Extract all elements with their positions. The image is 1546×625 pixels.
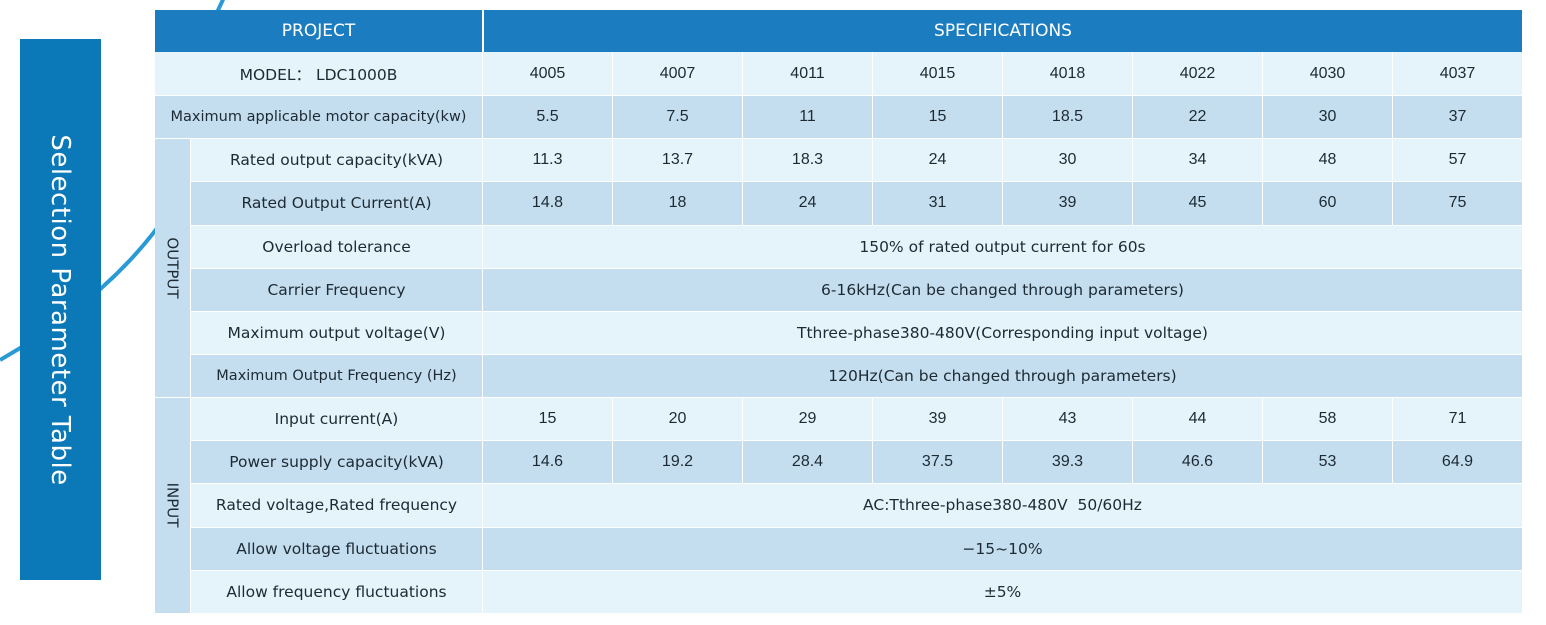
power-supply-capacity-cell: 14.6 — [482, 440, 612, 484]
model-cell: 4022 — [1132, 52, 1262, 96]
max-output-frequency-label: Maximum Output Frequency (Hz) — [190, 353, 482, 398]
model-cell: 4015 — [872, 52, 1002, 96]
input-current-cell: 15 — [482, 397, 612, 441]
power-supply-capacity-cell: 46.6 — [1132, 440, 1262, 484]
rated-output-current-cell: 60 — [1262, 181, 1392, 225]
rated-output-capacity-cell: 34 — [1132, 138, 1262, 182]
parameter-table: PROJECT SPECIFICATIONS MODEL： LDC1000B 4… — [155, 10, 1522, 613]
carrier-frequency-value: 6-16kHz(Can be changed through parameter… — [482, 267, 1522, 311]
rated-output-current-label: Rated Output Current(A) — [190, 181, 482, 225]
motor-capacity-cell: 37 — [1392, 95, 1522, 139]
motor-capacity-cell: 15 — [872, 95, 1002, 139]
max-output-frequency-value: 120Hz(Can be changed through parameters) — [482, 353, 1522, 398]
input-current-cell: 39 — [872, 397, 1002, 441]
input-section-text: INPUT — [163, 483, 182, 528]
rated-output-current-cell: 45 — [1132, 181, 1262, 225]
input-current-cell: 44 — [1132, 397, 1262, 441]
frequency-fluctuation-value: ±5% — [482, 569, 1522, 613]
model-label: MODEL： LDC1000B — [155, 52, 482, 96]
motor-capacity-label: Maximum applicable motor capacity(kw) — [155, 95, 482, 139]
rated-output-current-cell: 31 — [872, 181, 1002, 225]
output-section-label: OUTPUT — [155, 138, 190, 398]
side-title-tab — [20, 39, 101, 580]
input-current-cell: 20 — [612, 397, 742, 441]
header-project: PROJECT — [155, 10, 482, 52]
input-current-cell: 71 — [1392, 397, 1522, 441]
model-cell: 4011 — [742, 52, 872, 96]
power-supply-capacity-cell: 19.2 — [612, 440, 742, 484]
motor-capacity-cell: 7.5 — [612, 95, 742, 139]
power-supply-capacity-cell: 39.3 — [1002, 440, 1132, 484]
rated-output-current-cell: 39 — [1002, 181, 1132, 225]
voltage-fluctuation-value: −15~10% — [482, 526, 1522, 570]
motor-capacity-cell: 11 — [742, 95, 872, 139]
max-output-voltage-value: Tthree-phase380-480V(Corresponding input… — [482, 310, 1522, 354]
motor-capacity-cell: 30 — [1262, 95, 1392, 139]
model-cell: 4037 — [1392, 52, 1522, 96]
power-supply-capacity-cell: 37.5 — [872, 440, 1002, 484]
header-specifications: SPECIFICATIONS — [482, 10, 1522, 52]
rated-output-current-cell: 14.8 — [482, 181, 612, 225]
rated-output-capacity-label: Rated output capacity(kVA) — [190, 138, 482, 182]
model-cell: 4030 — [1262, 52, 1392, 96]
carrier-frequency-label: Carrier Frequency — [190, 267, 482, 311]
input-current-cell: 43 — [1002, 397, 1132, 441]
input-current-cell: 29 — [742, 397, 872, 441]
rated-voltage-label: Rated voltage,Rated frequency — [190, 483, 482, 527]
input-current-cell: 58 — [1262, 397, 1392, 441]
overload-value: 150% of rated output current for 60s — [482, 224, 1522, 268]
rated-output-capacity-cell: 24 — [872, 138, 1002, 182]
input-section-label: INPUT — [155, 397, 190, 613]
motor-capacity-cell: 18.5 — [1002, 95, 1132, 139]
rated-output-capacity-cell: 30 — [1002, 138, 1132, 182]
output-section-text: OUTPUT — [163, 237, 182, 299]
rated-output-capacity-cell: 57 — [1392, 138, 1522, 182]
rated-output-current-cell: 24 — [742, 181, 872, 225]
rated-output-capacity-cell: 11.3 — [482, 138, 612, 182]
rated-output-capacity-cell: 48 — [1262, 138, 1392, 182]
model-cell: 4018 — [1002, 52, 1132, 96]
frequency-fluctuation-label: Allow frequency fluctuations — [190, 569, 482, 613]
power-supply-capacity-cell: 64.9 — [1392, 440, 1522, 484]
input-current-label: Input current(A) — [190, 397, 482, 441]
max-output-voltage-label: Maximum output voltage(V) — [190, 310, 482, 354]
power-supply-capacity-label: Power supply capacity(kVA) — [190, 440, 482, 484]
overload-label: Overload tolerance — [190, 224, 482, 268]
side-title: Selection Parameter Table — [45, 134, 75, 486]
model-cell: 4005 — [482, 52, 612, 96]
rated-output-current-cell: 75 — [1392, 181, 1522, 225]
rated-voltage-value: AC:Tthree-phase380-480V 50/60Hz — [482, 483, 1522, 527]
voltage-fluctuation-label: Allow voltage fluctuations — [190, 526, 482, 570]
rated-output-capacity-cell: 13.7 — [612, 138, 742, 182]
power-supply-capacity-cell: 28.4 — [742, 440, 872, 484]
rated-output-capacity-cell: 18.3 — [742, 138, 872, 182]
model-cell: 4007 — [612, 52, 742, 96]
rated-output-current-cell: 18 — [612, 181, 742, 225]
motor-capacity-cell: 22 — [1132, 95, 1262, 139]
motor-capacity-cell: 5.5 — [482, 95, 612, 139]
power-supply-capacity-cell: 53 — [1262, 440, 1392, 484]
